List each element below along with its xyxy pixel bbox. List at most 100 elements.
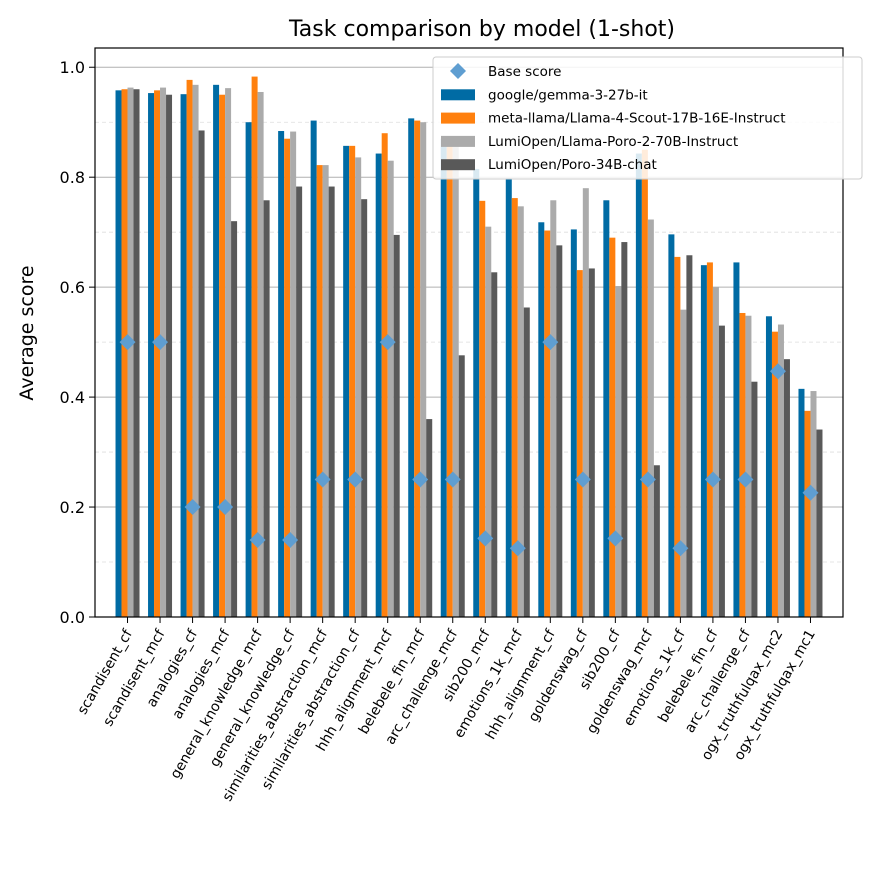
base-score-marker bbox=[737, 471, 754, 488]
bar bbox=[765, 316, 772, 617]
y-axis-label: Average score bbox=[16, 265, 38, 400]
bar bbox=[570, 229, 577, 617]
base-score-marker bbox=[607, 530, 624, 547]
bar bbox=[674, 256, 681, 617]
bar bbox=[653, 465, 660, 617]
bar bbox=[538, 222, 545, 617]
base-score-marker bbox=[704, 471, 721, 488]
bar bbox=[517, 206, 524, 617]
bar bbox=[263, 200, 270, 618]
bar bbox=[452, 138, 459, 617]
bar bbox=[414, 120, 421, 617]
base-score-marker bbox=[412, 471, 429, 488]
bar bbox=[576, 270, 583, 617]
base-score-marker bbox=[574, 471, 591, 488]
bar bbox=[635, 153, 642, 617]
bar bbox=[641, 149, 648, 617]
bar bbox=[686, 255, 693, 617]
bar bbox=[316, 165, 323, 617]
base-score-marker bbox=[282, 532, 299, 549]
bar bbox=[115, 90, 122, 617]
bar bbox=[284, 138, 291, 617]
y-tick-label: 0.4 bbox=[60, 388, 85, 407]
base-score-marker bbox=[509, 540, 526, 557]
y-tick-label: 0.0 bbox=[60, 608, 85, 627]
bar bbox=[700, 265, 707, 617]
bar bbox=[798, 388, 805, 617]
bar bbox=[783, 359, 790, 617]
bar bbox=[440, 138, 447, 617]
base-score-marker bbox=[184, 499, 201, 516]
legend-box bbox=[432, 56, 863, 180]
base-score-marker bbox=[672, 540, 689, 557]
bar bbox=[777, 324, 784, 617]
bar bbox=[544, 230, 551, 617]
bar bbox=[381, 133, 388, 617]
bar bbox=[810, 391, 817, 617]
bar bbox=[393, 234, 400, 617]
base-score-marker bbox=[347, 471, 364, 488]
legend-label: meta-llama/Llama-4-Scout-17B-16E-Instruc… bbox=[488, 111, 786, 127]
base-score-marker bbox=[444, 471, 461, 488]
plot-frame bbox=[94, 47, 844, 618]
bar bbox=[420, 122, 427, 617]
bar bbox=[310, 120, 317, 617]
bar bbox=[426, 419, 433, 617]
bar bbox=[387, 160, 394, 617]
base-score-marker bbox=[802, 484, 819, 501]
bar bbox=[733, 262, 740, 617]
bar bbox=[198, 130, 205, 617]
legend-label: Base score bbox=[488, 64, 561, 80]
bar bbox=[615, 286, 622, 617]
bar bbox=[408, 118, 415, 617]
base-score-marker bbox=[249, 532, 266, 549]
y-tick-label: 0.2 bbox=[60, 498, 85, 517]
bar bbox=[505, 178, 512, 617]
base-score-marker bbox=[217, 499, 234, 516]
legend-swatch bbox=[441, 135, 475, 147]
base-score-marker bbox=[639, 471, 656, 488]
base-score-marker bbox=[152, 334, 169, 351]
bar bbox=[361, 199, 368, 617]
legend-label: LumiOpen/Poro-34B-chat bbox=[488, 157, 657, 173]
bar bbox=[621, 242, 628, 617]
bar bbox=[355, 157, 362, 618]
bar bbox=[278, 131, 285, 617]
bar bbox=[251, 76, 258, 617]
bar bbox=[245, 122, 252, 617]
y-tick-label: 0.6 bbox=[60, 278, 85, 297]
bar bbox=[296, 186, 303, 617]
bar bbox=[166, 94, 173, 617]
bar bbox=[550, 200, 557, 618]
legend-swatch bbox=[441, 159, 475, 171]
bar bbox=[479, 200, 486, 617]
bar bbox=[588, 268, 595, 617]
legend-label: google/gemma-3-27b-it bbox=[488, 87, 648, 103]
bar bbox=[231, 221, 238, 617]
bar bbox=[127, 87, 134, 617]
bar bbox=[603, 200, 610, 618]
legend-swatch bbox=[441, 89, 475, 101]
bar bbox=[491, 272, 498, 617]
legend-swatch bbox=[441, 112, 475, 124]
bar bbox=[180, 94, 187, 618]
bar bbox=[213, 84, 220, 618]
bar bbox=[556, 245, 563, 617]
legend-marker bbox=[450, 63, 466, 79]
bar bbox=[446, 144, 453, 617]
bar bbox=[121, 89, 128, 618]
bar bbox=[771, 331, 778, 617]
bar bbox=[680, 309, 687, 617]
bar bbox=[458, 355, 465, 617]
base-score-marker bbox=[769, 363, 786, 380]
base-score-marker bbox=[379, 334, 396, 351]
bar bbox=[739, 312, 746, 617]
bar bbox=[745, 315, 752, 617]
bar bbox=[219, 94, 226, 617]
bar bbox=[706, 262, 713, 617]
y-tick-label: 0.8 bbox=[60, 168, 85, 187]
bar bbox=[668, 234, 675, 618]
y-tick-label: 1.0 bbox=[60, 58, 85, 77]
base-score-marker bbox=[314, 471, 331, 488]
